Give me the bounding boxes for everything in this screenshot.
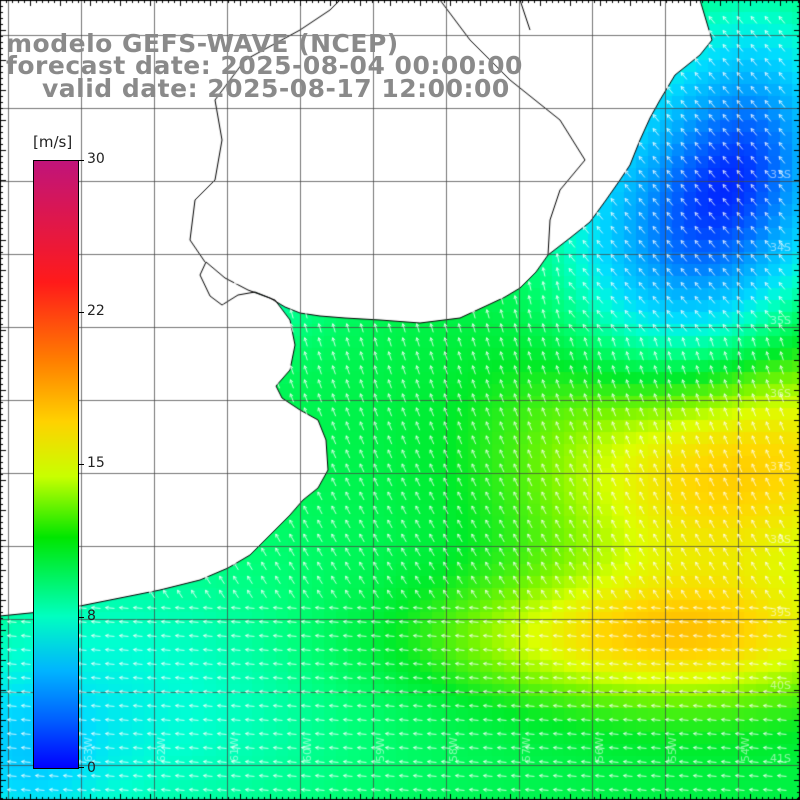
- colorbar-tick: [78, 767, 84, 768]
- colorbar-tick: [78, 160, 84, 161]
- colorbar-tick-label: 30: [87, 151, 105, 167]
- valid-date: valid date: 2025-08-17 12:00:00: [42, 74, 510, 103]
- colorbar-tick-label: 8: [87, 608, 96, 624]
- colorbar-tick: [78, 617, 84, 618]
- colorbar-tick-label: 15: [87, 455, 105, 471]
- colorbar-tick: [78, 312, 84, 313]
- forecast-date: forecast date: 2025-08-04 00:00:00: [6, 51, 523, 80]
- colorbar-tick: [78, 464, 84, 465]
- colorbar: [33, 160, 79, 769]
- colorbar-tick-label: 0: [87, 760, 96, 776]
- colorbar-tick-label: 22: [87, 303, 105, 319]
- model-title: modelo GEFS-WAVE (NCEP): [6, 29, 399, 58]
- colorbar-unit-label: [m/s]: [33, 133, 73, 151]
